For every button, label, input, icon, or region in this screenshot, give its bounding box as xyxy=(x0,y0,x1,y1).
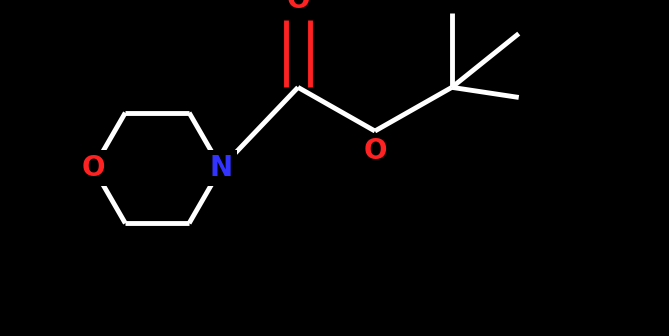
Text: O: O xyxy=(363,137,387,165)
Text: O: O xyxy=(82,154,105,182)
Text: O: O xyxy=(286,0,310,14)
Text: N: N xyxy=(209,154,233,182)
